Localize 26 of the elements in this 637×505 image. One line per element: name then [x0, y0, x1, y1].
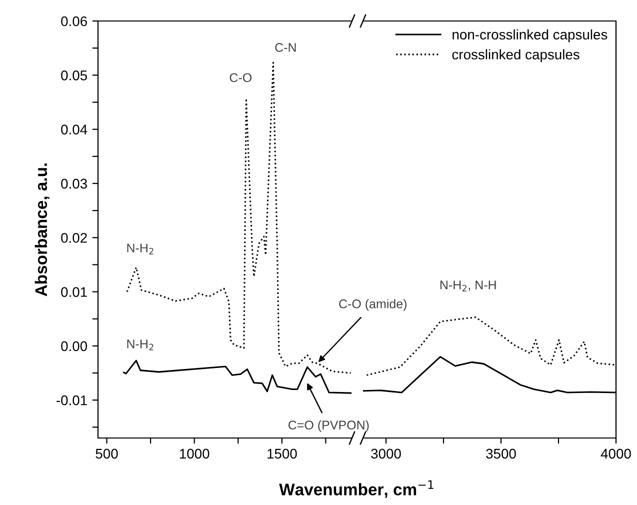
y-tick-label: 0.00: [61, 341, 88, 352]
annotation: N-H$_{2}$, N-H: [440, 280, 496, 292]
x-tick-label: 1500: [268, 448, 297, 459]
y-tick-label: 0.01: [61, 287, 87, 297]
annotation: C-O (amide): [339, 299, 406, 311]
y-axis-title: Absorbance, a.u.: [34, 163, 50, 296]
x-tick-label: 4000: [600, 448, 631, 459]
x-tick-label: 500: [96, 448, 118, 459]
x-tick-label: 3000: [371, 448, 401, 459]
y-tick-label: 0.05: [61, 70, 88, 80]
y-tick-label: 0.06: [61, 16, 87, 26]
annotation: C=O (PVPON): [288, 420, 369, 432]
line-series: [122, 360, 352, 394]
annotation: C-N: [275, 43, 296, 52]
y-tick-label: 0.04: [61, 124, 88, 134]
y-tick-label: 0.03: [61, 178, 87, 189]
x-tick-label: 3500: [486, 448, 516, 459]
y-tick-label: 0.02: [61, 232, 87, 243]
legend-label: non-crosslinked capsules: [452, 29, 608, 42]
annotation: N-H$_{2}$: [127, 340, 154, 350]
legend-label: crosslinked capsules: [452, 49, 580, 62]
y-tick-label: -0.01: [56, 395, 87, 406]
annotation: C-O: [230, 73, 252, 82]
x-tick-label: 1000: [180, 448, 210, 459]
annotation: N-H$_{2}$: [127, 244, 154, 254]
x-axis-title: Wavenumber, cm$^{−1}$: [279, 480, 434, 498]
